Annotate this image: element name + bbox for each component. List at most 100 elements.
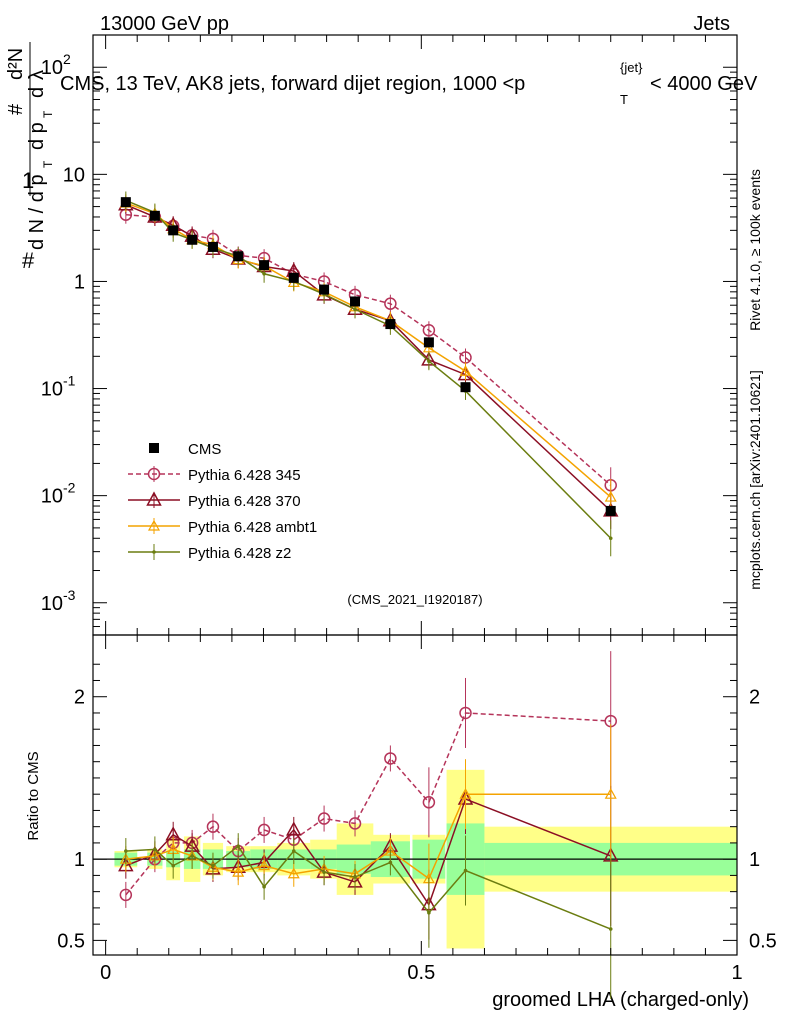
y-axis-title-main: # 1 d N / d p T # d²N d p T d λ <box>5 42 55 273</box>
y-tick-label-exponent: -1 <box>63 373 76 389</box>
ratio-y-tick-label: 0.5 <box>57 930 85 952</box>
ratio-z2-point <box>322 870 326 874</box>
analysis-label: (CMS_2021_I1920187) <box>347 592 482 607</box>
svg-text:T: T <box>41 160 55 168</box>
ratio-z2-point <box>236 844 241 848</box>
ratio-y-tick-label-right: 0.5 <box>749 930 777 952</box>
ratio-z2-point <box>262 884 266 889</box>
main-data-point <box>207 241 218 252</box>
legend-label-p370: Pythia 6.428 370 <box>188 493 301 510</box>
ratio-p345-point <box>119 888 133 902</box>
ratio-y-axis-title: Ratio to CMS <box>25 751 42 840</box>
ratio-p370-point <box>286 821 302 836</box>
y-tick-label: 10 <box>41 57 63 79</box>
legend-label-data: CMS <box>188 441 221 458</box>
ratio-p370-line <box>125 798 611 907</box>
main-data-point <box>168 225 179 236</box>
ratio-ambt1-point <box>258 859 271 871</box>
ratio-p345-point <box>257 823 271 837</box>
main-z2-point <box>262 271 266 276</box>
ratio-z2-line <box>125 845 612 930</box>
svg-text:#: # <box>22 248 35 273</box>
y-tick-label: 10 <box>63 164 85 186</box>
main-ambt1-point <box>459 365 472 376</box>
title-superscript: {jet} <box>620 60 643 75</box>
legend-label-p345: Pythia 6.428 345 <box>188 467 301 484</box>
svg-text:1: 1 <box>22 168 34 193</box>
svg-text:#: # <box>5 103 27 115</box>
legend-marker-z2 <box>152 550 156 554</box>
ratio-plot: 0.5 0.5 1 1 2 2 0 0.5 1 <box>57 634 777 1000</box>
ratio-y-tick-label: 1 <box>74 849 85 871</box>
main-z2-point <box>608 536 613 541</box>
ratio-p345-line <box>125 712 611 896</box>
ratio-z2-point <box>463 868 468 873</box>
title-main: CMS, 13 TeV, AK8 jets, forward dijet reg… <box>60 73 525 95</box>
legend-label-z2: Pythia 6.428 z2 <box>188 545 291 562</box>
svg-text:T: T <box>41 110 55 118</box>
svg-text:d: d <box>26 87 48 98</box>
ratio-y-tick-label-right: 1 <box>749 849 760 871</box>
legend-marker-p345 <box>147 467 161 481</box>
legend-label-ambt1: Pythia 6.428 ambt1 <box>188 519 317 536</box>
ratio-p345-point <box>459 706 472 720</box>
x-tick-label: 0 <box>100 962 111 984</box>
x-axis-title: groomed LHA (charged-only) <box>492 989 749 1011</box>
svg-text:d N / d p: d N / d p <box>26 174 48 250</box>
legend: CMS Pythia 6.428 345 Pythia 6.428 370 Pythi… <box>128 441 317 562</box>
ratio-ambt1-point <box>604 787 617 799</box>
y-tick-label-exponent: -3 <box>63 587 76 603</box>
y-tick-label: 10 <box>41 379 63 401</box>
main-data-point <box>187 234 198 245</box>
main-ambt1-point <box>604 490 617 502</box>
ratio-z2-point <box>190 854 194 858</box>
title-subscript: T <box>620 92 628 107</box>
ratio-ambt1-point <box>287 867 300 879</box>
main-data-point <box>423 337 434 348</box>
legend-marker-p370 <box>146 491 162 506</box>
plot-title: CMS, 13 TeV, AK8 jets, forward dijet reg… <box>60 60 758 107</box>
ratio-z2-point <box>608 927 613 931</box>
x-tick-label: 1 <box>731 962 742 984</box>
main-data-point <box>319 284 330 295</box>
ratio-p345-point <box>422 796 436 809</box>
y-tick-label-exponent: 2 <box>63 51 71 67</box>
main-data-point <box>259 260 270 271</box>
ratio-z2-point <box>353 875 357 879</box>
ratio-y-tick-label: 2 <box>74 687 85 709</box>
main-z2-line <box>125 199 612 539</box>
y-tick-label: 10 <box>41 593 63 615</box>
y-tick-label: 10 <box>41 486 63 508</box>
main-z2-point <box>427 359 431 364</box>
ratio-ambt1-point <box>459 787 472 799</box>
beam-label: 13000 GeV pp <box>100 13 229 35</box>
process-label: Jets <box>693 13 730 35</box>
main-data-point <box>149 210 160 221</box>
x-tick-label: 0.5 <box>407 962 435 984</box>
main-data-point <box>350 296 361 307</box>
main-data-point <box>605 505 616 516</box>
main-data-point <box>385 319 396 330</box>
ratio-ambt1-point <box>232 865 245 877</box>
ratio-z2-point <box>211 863 215 868</box>
ratio-y-tick-label-right: 2 <box>749 687 760 709</box>
main-data-point <box>460 382 471 393</box>
main-data-point <box>120 197 131 208</box>
y-tick-label-exponent: -2 <box>63 480 76 496</box>
rivet-label: Rivet 4.1.0, ≥ 100k events <box>747 169 763 331</box>
ratio-z2-point <box>171 863 175 868</box>
ratio-z2-point <box>291 849 296 853</box>
legend-marker-data <box>149 443 159 453</box>
svg-text:λ: λ <box>26 70 48 80</box>
main-p345-point <box>384 297 397 310</box>
ratio-p345-point <box>348 817 362 830</box>
ratio-frame <box>92 634 738 956</box>
legend-marker-ambt1 <box>147 519 161 531</box>
svg-text:d p: d p <box>26 122 48 150</box>
title-end: < 4000 GeV <box>650 73 758 95</box>
ratio-z2-point <box>153 847 157 852</box>
ratio-p345-point <box>384 752 397 765</box>
ratio-p345-point <box>206 820 220 833</box>
